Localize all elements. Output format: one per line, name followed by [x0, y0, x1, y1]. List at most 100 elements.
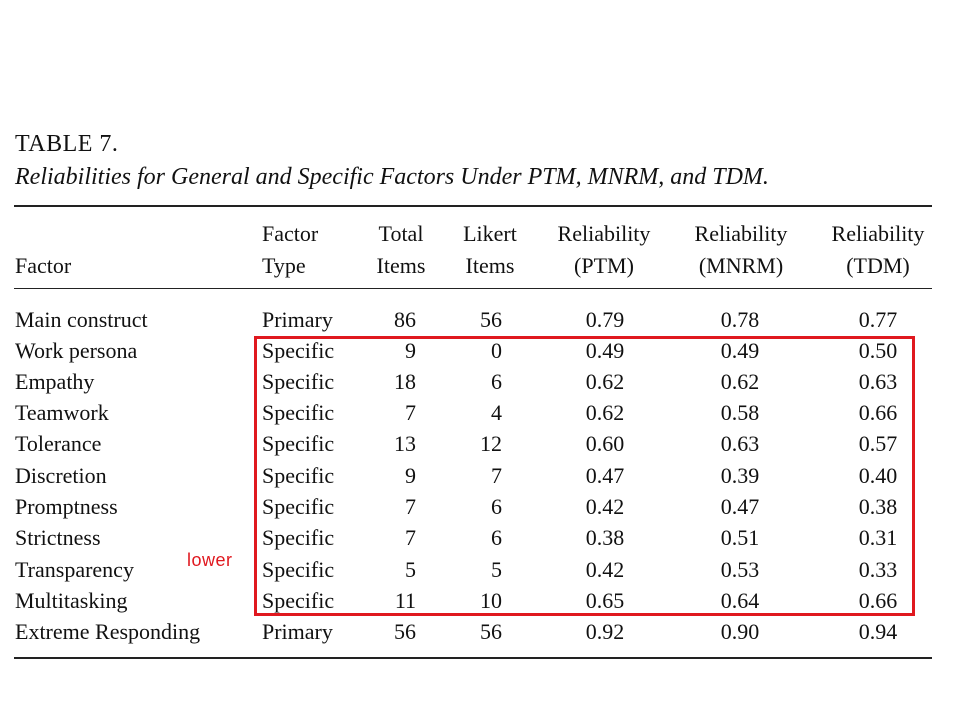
cell-likert-items: 0 — [491, 338, 502, 363]
table-row: Strictness Specific 7 6 0.38 0.51 0.31 — [0, 522, 960, 553]
cell-total-items: 7 — [405, 525, 416, 550]
cell-reliability-mnrm: 0.47 — [720, 494, 760, 519]
table-row: Extreme Responding Primary 56 56 0.92 0.… — [0, 616, 960, 647]
header-ptm-line2: (PTM) — [574, 253, 634, 278]
table-row: Transparency Specific 5 5 0.42 0.53 0.33 — [0, 554, 960, 585]
cell-total-items: 86 — [394, 307, 416, 332]
cell-factor: Extreme Responding — [15, 619, 201, 644]
cell-type: Specific — [262, 494, 335, 519]
cell-likert-items: 56 — [480, 307, 502, 332]
cell-reliability-tdm: 0.40 — [858, 463, 898, 488]
cell-reliability-tdm: 0.38 — [858, 494, 898, 519]
cell-factor: Main construct — [15, 307, 148, 332]
cell-factor: Tolerance — [15, 431, 102, 456]
table-caption: Reliabilities for General and Specific F… — [15, 164, 769, 190]
cell-likert-items: 6 — [491, 494, 502, 519]
cell-factor: Teamwork — [15, 400, 109, 425]
header-tdm-line2: (TDM) — [846, 253, 910, 278]
cell-reliability-ptm: 0.92 — [585, 619, 625, 644]
cell-reliability-tdm: 0.94 — [858, 619, 898, 644]
header-likert-line2: Items — [465, 253, 515, 278]
cell-total-items: 56 — [394, 619, 416, 644]
header-total-items: Total Items — [366, 218, 436, 282]
cell-likert-items: 7 — [491, 463, 502, 488]
table-row: Empathy Specific 18 6 0.62 0.62 0.63 — [0, 366, 960, 397]
cell-likert-items: 5 — [491, 557, 502, 582]
annotation-label: lower — [187, 550, 233, 570]
header-total-line2: Items — [376, 253, 426, 278]
cell-reliability-tdm: 0.33 — [858, 557, 898, 582]
cell-total-items: 7 — [405, 400, 416, 425]
highlight-box — [254, 336, 915, 616]
header-rule — [14, 288, 932, 289]
cell-reliability-ptm: 0.62 — [585, 400, 625, 425]
header-likert-line1: Likert — [463, 221, 517, 246]
cell-total-items: 7 — [405, 494, 416, 519]
header-factor-type-line1: Factor — [262, 221, 319, 246]
cell-reliability-tdm: 0.50 — [858, 338, 898, 363]
table-row: Multitasking Specific 11 10 0.65 0.64 0.… — [0, 585, 960, 616]
cell-reliability-ptm: 0.62 — [585, 369, 625, 394]
cell-factor: Work persona — [15, 338, 138, 363]
cell-likert-items: 6 — [491, 369, 502, 394]
table-row: Teamwork Specific 7 4 0.62 0.58 0.66 — [0, 397, 960, 428]
cell-reliability-mnrm: 0.49 — [720, 338, 760, 363]
cell-type: Specific — [262, 525, 335, 550]
header-factor: Factor — [15, 218, 71, 282]
cell-factor: Empathy — [15, 369, 95, 394]
cell-reliability-tdm: 0.66 — [858, 588, 898, 613]
header-total-line1: Total — [378, 221, 424, 246]
cell-reliability-tdm: 0.31 — [858, 525, 898, 550]
cell-reliability-mnrm: 0.64 — [720, 588, 760, 613]
cell-factor: Transparency — [15, 557, 134, 582]
header-mnrm-line1: Reliability — [694, 221, 788, 246]
cell-reliability-tdm: 0.63 — [858, 369, 898, 394]
cell-reliability-tdm: 0.57 — [858, 431, 898, 456]
cell-reliability-ptm: 0.42 — [585, 557, 625, 582]
cell-likert-items: 4 — [491, 400, 502, 425]
top-rule — [14, 205, 932, 207]
header-tdm-line1: Reliability — [831, 221, 925, 246]
cell-reliability-ptm: 0.79 — [585, 307, 625, 332]
cell-likert-items: 10 — [480, 588, 502, 613]
header-reliability-mnrm: Reliability (MNRM) — [682, 218, 800, 282]
cell-reliability-ptm: 0.38 — [585, 525, 625, 550]
bottom-rule — [14, 657, 932, 659]
cell-reliability-mnrm: 0.78 — [720, 307, 760, 332]
cell-type: Specific — [262, 588, 335, 613]
cell-likert-items: 56 — [480, 619, 502, 644]
cell-factor: Discretion — [15, 463, 107, 488]
header-factor-type: Factor Type — [262, 218, 318, 282]
cell-reliability-mnrm: 0.63 — [720, 431, 760, 456]
cell-reliability-mnrm: 0.58 — [720, 400, 760, 425]
header-reliability-ptm: Reliability (PTM) — [545, 218, 663, 282]
cell-reliability-tdm: 0.66 — [858, 400, 898, 425]
cell-reliability-tdm: 0.77 — [858, 307, 898, 332]
table-row: Promptness Specific 7 6 0.42 0.47 0.38 — [0, 491, 960, 522]
table-row: Work persona Specific 9 0 0.49 0.49 0.50 — [0, 335, 960, 366]
cell-likert-items: 6 — [491, 525, 502, 550]
table-row: Main construct Primary 86 56 0.79 0.78 0… — [0, 304, 960, 335]
cell-factor: Multitasking — [15, 588, 128, 613]
cell-type: Specific — [262, 463, 335, 488]
cell-reliability-mnrm: 0.62 — [720, 369, 760, 394]
header-factor-line1 — [15, 218, 71, 250]
cell-total-items: 11 — [394, 588, 416, 613]
cell-reliability-mnrm: 0.51 — [720, 525, 760, 550]
cell-factor: Strictness — [15, 525, 101, 550]
cell-total-items: 18 — [394, 369, 416, 394]
cell-type: Specific — [262, 400, 335, 425]
table-row: Discretion Specific 9 7 0.47 0.39 0.40 — [0, 460, 960, 491]
cell-reliability-ptm: 0.47 — [585, 463, 625, 488]
cell-reliability-ptm: 0.42 — [585, 494, 625, 519]
cell-type: Specific — [262, 557, 335, 582]
cell-type: Primary — [262, 619, 333, 644]
cell-total-items: 9 — [405, 338, 416, 363]
cell-type: Specific — [262, 431, 335, 456]
cell-type: Specific — [262, 338, 335, 363]
header-factor-line2: Factor — [15, 253, 72, 278]
header-ptm-line1: Reliability — [557, 221, 651, 246]
header-mnrm-line2: (MNRM) — [698, 253, 784, 278]
cell-type: Primary — [262, 307, 333, 332]
cell-reliability-mnrm: 0.39 — [720, 463, 760, 488]
